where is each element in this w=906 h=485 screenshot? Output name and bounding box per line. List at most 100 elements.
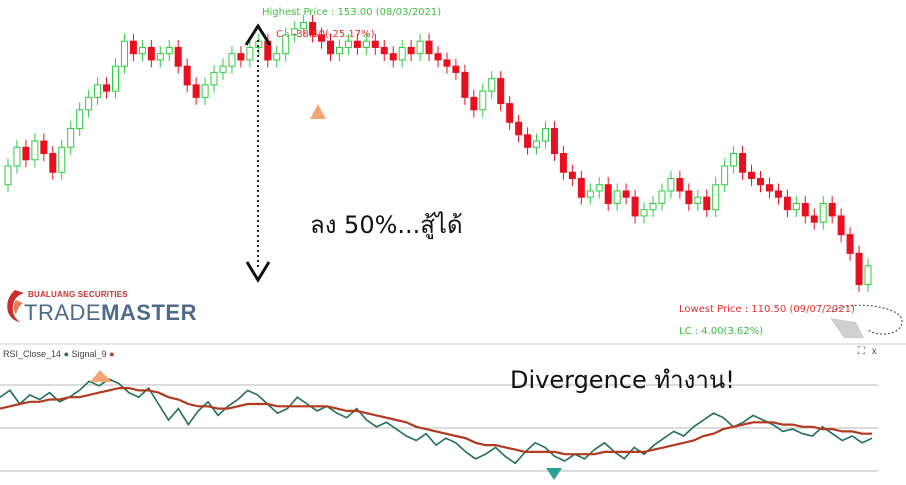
candle-body-67 (604, 184, 612, 204)
candle-body-11 (103, 84, 111, 92)
candle-body-50 (452, 65, 460, 73)
candle-body-18 (165, 46, 173, 55)
candle-body-55 (497, 78, 505, 105)
close-panel-icon[interactable]: x (871, 346, 877, 357)
lowest-price-label: Lowest Price : 110.50 (09/07/2021) (679, 304, 855, 315)
candle-body-4 (40, 140, 48, 155)
candle-body-47 (425, 40, 433, 55)
candle-body-48 (434, 53, 442, 61)
candle-body-87 (783, 196, 791, 211)
brand-company-name: BUALUANG SECURITIES (28, 290, 128, 299)
candle-body-44 (398, 46, 406, 61)
candle-body-22 (201, 84, 209, 98)
candle-body-15 (138, 46, 146, 55)
lowest-dotted-curve (831, 304, 903, 335)
signal-legend-dot: ● (109, 349, 115, 359)
rsi-series-line-1 (0, 387, 872, 456)
candle-body-77 (694, 196, 702, 204)
candle-body-6 (58, 146, 66, 173)
candle-body-54 (488, 78, 496, 92)
candle-body-96 (864, 265, 872, 286)
candle-body-39 (353, 40, 361, 48)
rsi-marker-triangle-bottom (546, 468, 562, 480)
candle-body-84 (757, 177, 764, 186)
candle-body-12 (112, 65, 119, 92)
candle-body-23 (210, 71, 218, 86)
candle-body-35 (318, 34, 326, 42)
candle-body-83 (748, 171, 756, 179)
candle-body-19 (174, 46, 182, 67)
candle-body-74 (667, 177, 675, 192)
candle-body-25 (228, 53, 236, 67)
candle-body-71 (640, 209, 648, 217)
candle-body-52 (470, 96, 478, 111)
candle-body-59 (533, 140, 541, 148)
brand-logo-mark (7, 290, 25, 322)
candle-body-43 (389, 53, 397, 61)
candle-body-85 (765, 184, 773, 192)
candle-body-60 (542, 128, 549, 142)
candle-body-13 (120, 40, 128, 67)
candle-body-70 (631, 196, 639, 217)
candle-body-17 (156, 53, 164, 61)
candle-body-80 (721, 165, 729, 186)
rsi-legend: RSI_Close_14 ● Signal_9 ● (3, 349, 115, 359)
lowest-shade (830, 318, 864, 338)
candle-body-65 (586, 190, 594, 198)
candle-body-24 (219, 65, 227, 73)
expand-panel-icon[interactable]: ⛶ (858, 346, 865, 357)
candle-body-64 (577, 177, 585, 198)
candle-body-51 (461, 71, 469, 98)
candle-body-73 (658, 190, 666, 204)
candle-body-66 (595, 184, 603, 192)
candle-body-42 (380, 46, 388, 55)
candle-body-79 (712, 184, 720, 211)
candle-body-8 (76, 109, 84, 130)
candle-body-3 (31, 140, 39, 161)
candle-body-41 (371, 40, 379, 48)
candle-body-20 (183, 65, 191, 86)
candle-body-63 (568, 171, 576, 179)
candle-body-33 (300, 21, 308, 30)
candle-body-75 (676, 177, 684, 192)
candle-body-7 (67, 128, 75, 148)
candle-body-14 (129, 40, 137, 55)
candle-body-16 (147, 46, 155, 61)
drop-arrow-head-up (244, 23, 272, 46)
candle-body-32 (291, 28, 299, 36)
candle-body-61 (550, 128, 558, 155)
candle-body-82 (739, 153, 747, 173)
candle-body-78 (703, 196, 711, 211)
candle-body-1 (13, 146, 21, 167)
drop-arrow-head-down (245, 261, 271, 283)
candle-body-92 (828, 202, 836, 217)
candle-body-40 (362, 40, 370, 48)
candle-body-46 (416, 40, 424, 55)
candle-body-88 (792, 202, 800, 211)
rsi-marker-triangle-top (90, 370, 112, 382)
highest-price-label: Highest Price : 153.00 (08/03/2021) (262, 7, 442, 18)
candle-body-89 (801, 202, 809, 217)
candle-body-27 (246, 46, 254, 61)
candle-body-56 (506, 103, 514, 123)
candle-body-10 (94, 84, 102, 98)
candle-body-91 (819, 202, 827, 223)
candle-body-9 (85, 96, 93, 111)
candle-body-34 (309, 21, 317, 36)
candle-body-57 (515, 121, 523, 136)
candle-body-36 (327, 40, 334, 55)
candle-body-26 (237, 53, 245, 61)
candle-body-38 (344, 40, 352, 48)
rsi-series-line-0 (0, 378, 873, 465)
rsi-legend-dot: ● (63, 349, 69, 359)
brand-product-name: TRADEMASTER (24, 300, 197, 326)
candle-body-30 (273, 53, 281, 61)
brand-name-part-1: TRADE (24, 300, 102, 325)
candle-body-86 (774, 190, 782, 198)
divergence-annotation: Divergence ทำงาน! (510, 366, 735, 394)
signal-legend-name: Signal_9 (71, 349, 107, 359)
candle-body-90 (810, 215, 818, 223)
lc-label: LC : 4.00(3.62%) (679, 326, 764, 337)
panel-window-controls: ⛶ x (858, 346, 877, 357)
